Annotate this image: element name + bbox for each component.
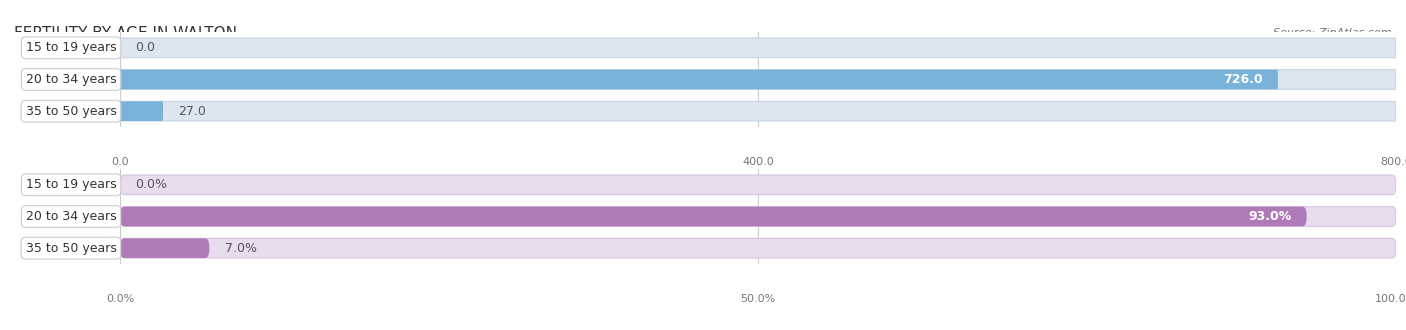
- Text: 35 to 50 years: 35 to 50 years: [25, 242, 117, 255]
- FancyBboxPatch shape: [120, 70, 1396, 89]
- Text: 20 to 34 years: 20 to 34 years: [25, 73, 117, 86]
- Text: 20 to 34 years: 20 to 34 years: [25, 210, 117, 223]
- Text: 0.0%: 0.0%: [135, 178, 167, 191]
- FancyBboxPatch shape: [120, 70, 1278, 89]
- FancyBboxPatch shape: [120, 101, 1396, 121]
- FancyBboxPatch shape: [120, 238, 209, 258]
- FancyBboxPatch shape: [120, 175, 1396, 195]
- Text: Source: ZipAtlas.com: Source: ZipAtlas.com: [1274, 28, 1392, 38]
- FancyBboxPatch shape: [120, 238, 1396, 258]
- Text: 35 to 50 years: 35 to 50 years: [25, 105, 117, 118]
- Text: 27.0: 27.0: [179, 105, 207, 118]
- Text: FERTILITY BY AGE IN WALTON: FERTILITY BY AGE IN WALTON: [14, 25, 238, 41]
- Text: 93.0%: 93.0%: [1249, 210, 1291, 223]
- FancyBboxPatch shape: [120, 207, 1306, 226]
- Text: 15 to 19 years: 15 to 19 years: [25, 41, 117, 54]
- Text: 726.0: 726.0: [1223, 73, 1263, 86]
- Text: 7.0%: 7.0%: [225, 242, 257, 255]
- Text: 0.0: 0.0: [135, 41, 155, 54]
- FancyBboxPatch shape: [120, 101, 163, 121]
- Text: 15 to 19 years: 15 to 19 years: [25, 178, 117, 191]
- FancyBboxPatch shape: [120, 207, 1396, 226]
- FancyBboxPatch shape: [120, 38, 1396, 58]
